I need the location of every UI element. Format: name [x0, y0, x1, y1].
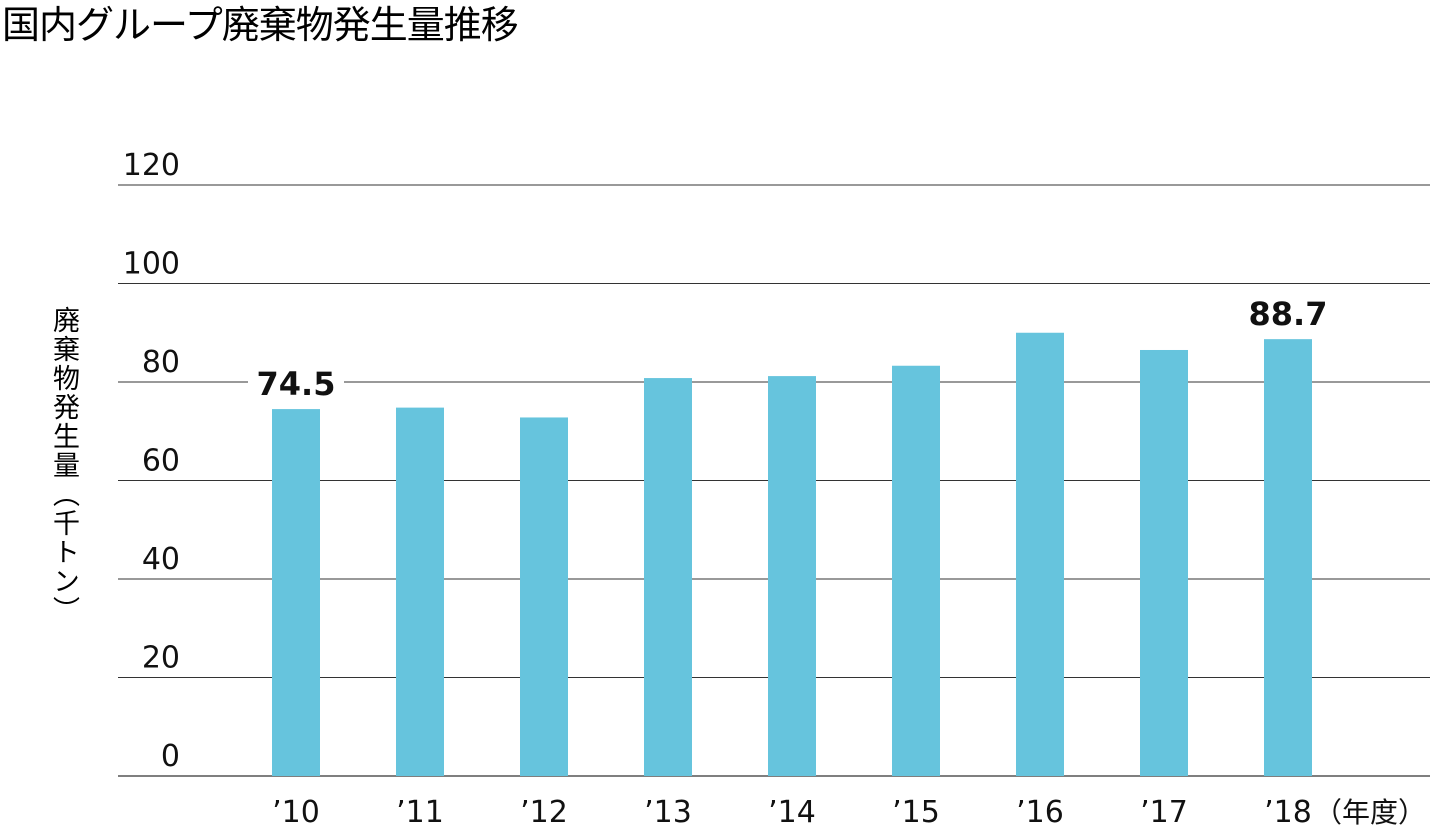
x-tick-label-8: ’18 — [1264, 795, 1312, 830]
y-tick-label-80: 80 — [142, 345, 180, 380]
chart-title: 国内グループ廃棄物発生量推移 — [2, 3, 519, 47]
bar-5 — [892, 365, 940, 776]
x-tick-label-7: ’17 — [1140, 795, 1188, 830]
y-tick-label-120: 120 — [123, 148, 180, 183]
x-tick-label-5: ’15 — [892, 795, 940, 830]
bar-0 — [272, 409, 320, 776]
y-tick-label-0: 0 — [161, 739, 180, 774]
bar-3 — [644, 378, 692, 776]
data-label-0: 74.5 — [257, 365, 336, 403]
bar-6 — [1016, 332, 1064, 776]
data-label-bg-0 — [248, 363, 344, 404]
x-tick-label-1: ’11 — [396, 795, 444, 830]
bar-4 — [768, 376, 816, 776]
x-tick-label-3: ’13 — [644, 795, 692, 830]
y-tick-label-20: 20 — [142, 641, 180, 676]
y-axis-label: 廃棄物発生量（千トン） — [48, 306, 79, 625]
x-tick-label-6: ’16 — [1016, 795, 1064, 830]
x-tick-label-2: ’12 — [520, 795, 568, 830]
bar-8 — [1264, 339, 1312, 776]
x-tick-label-0: ’10 — [272, 795, 320, 830]
x-tick-label-4: ’14 — [768, 795, 816, 830]
bar-2 — [520, 417, 568, 776]
bar-7 — [1140, 349, 1188, 776]
y-tick-label-100: 100 — [123, 247, 180, 282]
y-tick-label-40: 40 — [142, 542, 180, 577]
data-label-8: 88.7 — [1249, 295, 1328, 333]
x-axis-unit-label: （年度） — [1314, 796, 1426, 829]
y-tick-label-60: 60 — [142, 444, 180, 479]
data-label-bg-8 — [1240, 293, 1336, 334]
bar-1 — [396, 407, 444, 776]
